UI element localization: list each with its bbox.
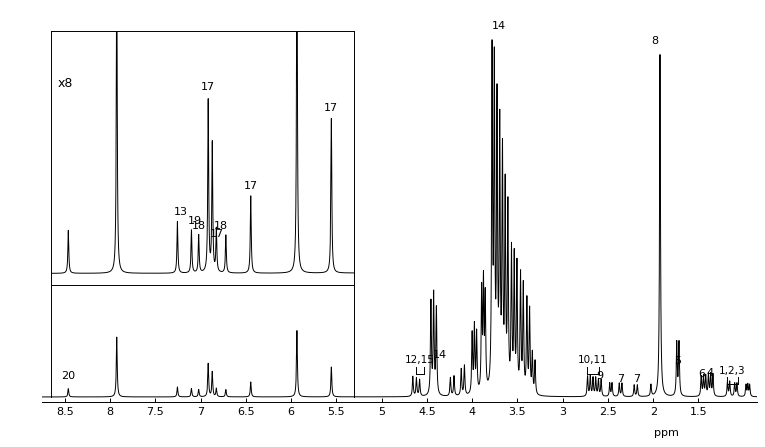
Text: 5: 5 (674, 356, 681, 366)
Text: 10,11: 10,11 (578, 355, 608, 365)
Text: 14: 14 (432, 350, 447, 359)
Text: 17: 17 (324, 103, 338, 113)
Text: 13: 13 (174, 207, 188, 217)
Text: 20: 20 (61, 371, 76, 381)
Text: 19: 19 (188, 216, 202, 226)
Text: 17: 17 (201, 82, 215, 92)
Text: 1,2,3: 1,2,3 (719, 366, 746, 375)
Text: 17: 17 (210, 229, 224, 239)
Text: 14: 14 (492, 21, 506, 31)
Text: 18: 18 (192, 221, 206, 231)
Text: 9: 9 (597, 371, 604, 381)
Text: 4: 4 (706, 368, 714, 378)
Text: 17: 17 (244, 181, 258, 191)
Text: ppm: ppm (653, 428, 679, 438)
Text: 7: 7 (633, 374, 640, 384)
Text: 8: 8 (651, 36, 658, 46)
Text: 7: 7 (617, 374, 624, 384)
Text: 18: 18 (213, 221, 227, 232)
Text: x8: x8 (57, 77, 73, 90)
Text: 6: 6 (698, 369, 705, 379)
Text: 12,15: 12,15 (405, 355, 435, 365)
